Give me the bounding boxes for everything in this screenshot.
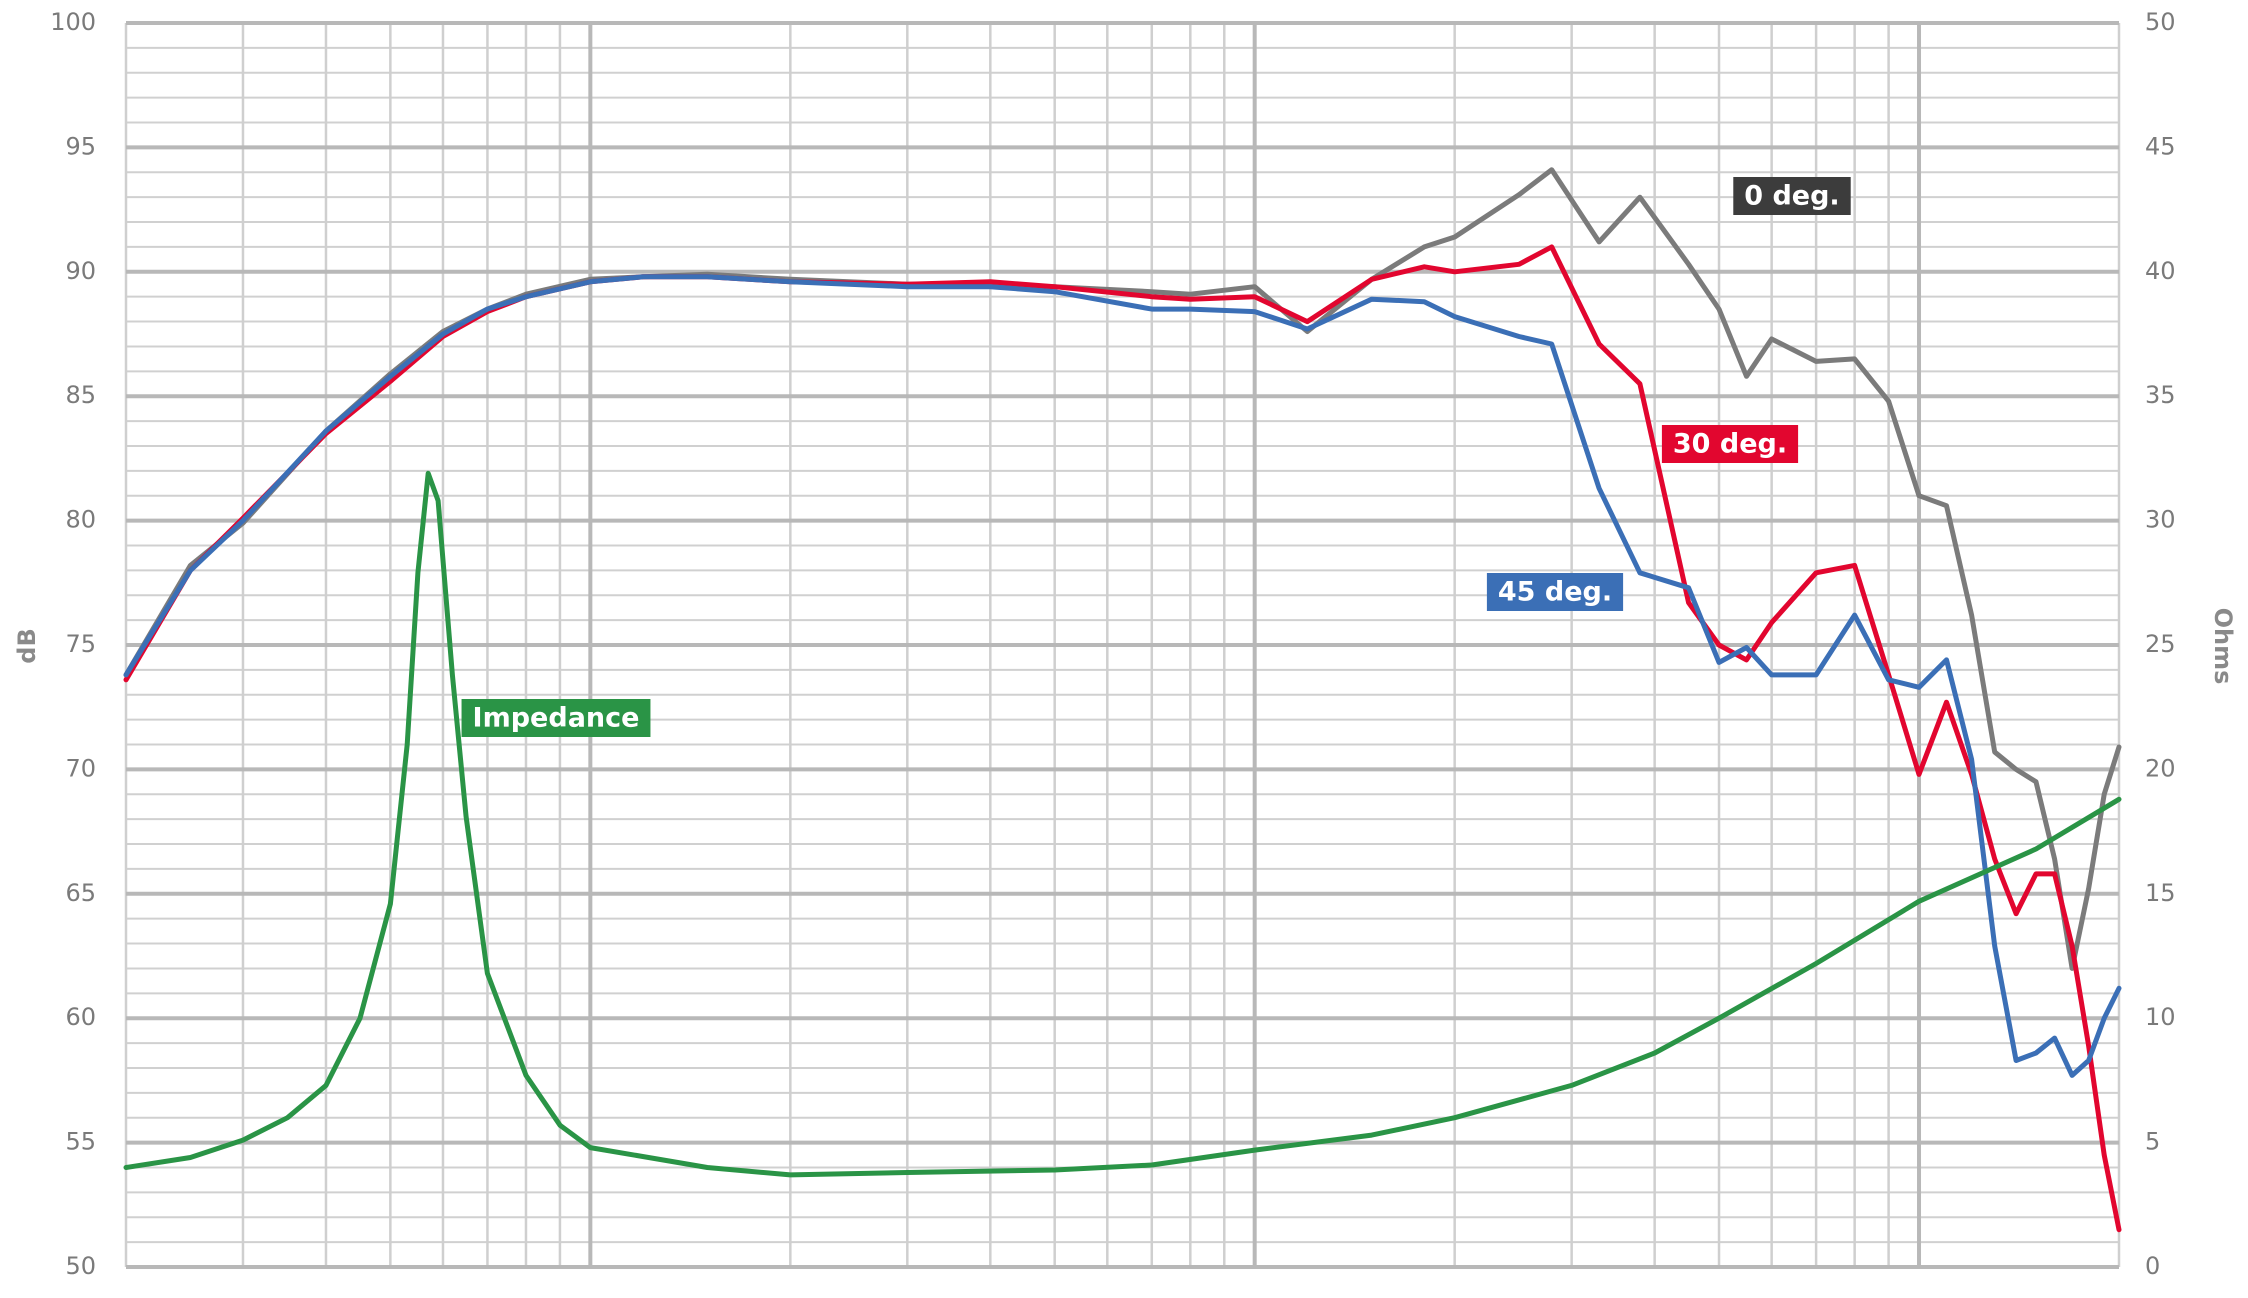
series-line [123, 470, 2122, 1178]
grid [124, 21, 2121, 1269]
y-tick-label: 95 [65, 132, 96, 160]
series-label: Impedance [473, 703, 640, 734]
y2-axis-label: Ohms [2209, 608, 2237, 685]
y-tick-label: 85 [65, 381, 96, 409]
series-label-box [1486, 573, 1624, 611]
y2-tick-label: 10 [2145, 1003, 2176, 1031]
series-label: 45 deg. [1498, 577, 1612, 608]
y2-tick-label: 25 [2145, 630, 2176, 658]
y2-tick-label: 20 [2145, 754, 2176, 782]
series-label-box [1733, 177, 1851, 215]
y2-tick-label: 15 [2145, 879, 2176, 907]
series-label-box [461, 699, 651, 737]
y2-tick-label: 50 [2145, 8, 2176, 36]
y-tick-label: 80 [65, 506, 96, 534]
y2-tick-label: 40 [2145, 257, 2176, 285]
labels: 50 55 60 65 70 75 80 85 90 95 100 0 5 10 15 20 25 30 35 40 4… [50, 8, 2175, 1280]
series-label-box [1661, 425, 1799, 463]
y2-tick-label: 45 [2145, 132, 2176, 160]
y-tick-label: 90 [65, 257, 96, 285]
y-tick-label: 60 [65, 1003, 96, 1031]
series-label: 30 deg. [1673, 429, 1787, 460]
curves [123, 167, 2122, 1233]
y-axis-label: dB [13, 628, 41, 663]
y-tick-label: 75 [65, 630, 96, 658]
series-line [123, 167, 2122, 971]
y-tick-label: 70 [65, 754, 96, 782]
series-line [123, 274, 2122, 1078]
y-tick-label: 55 [65, 1128, 96, 1156]
y2-tick-label: 35 [2145, 381, 2176, 409]
series-label: 0 deg. [1744, 181, 1839, 212]
y2-tick-label: 0 [2145, 1252, 2160, 1280]
y-tick-label: 100 [50, 8, 96, 36]
y-tick-label: 50 [65, 1252, 96, 1280]
y2-tick-label: 30 [2145, 506, 2176, 534]
y-tick-label: 65 [65, 879, 96, 907]
y2-tick-label: 5 [2145, 1128, 2160, 1156]
